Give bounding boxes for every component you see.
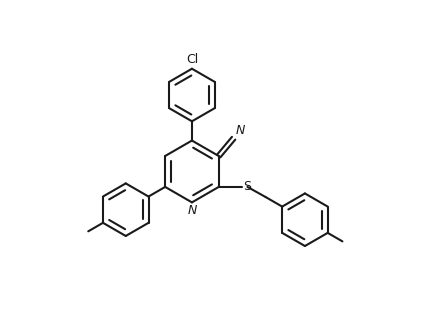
- Text: Cl: Cl: [186, 53, 198, 66]
- Text: S: S: [243, 180, 251, 193]
- Text: N: N: [235, 124, 245, 137]
- Text: N: N: [187, 204, 197, 217]
